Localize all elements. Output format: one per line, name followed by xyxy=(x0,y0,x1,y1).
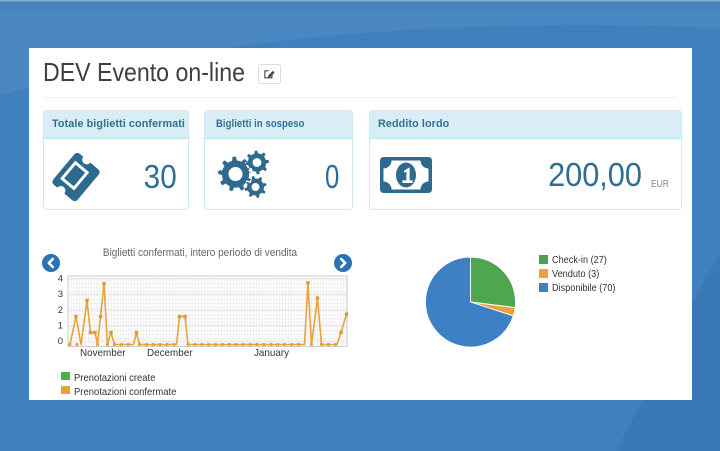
svg-text:3: 3 xyxy=(58,289,63,300)
svg-text:0: 0 xyxy=(58,336,63,347)
svg-text:4: 4 xyxy=(58,274,63,285)
svg-text:1: 1 xyxy=(58,320,63,331)
svg-text:2: 2 xyxy=(58,305,63,316)
